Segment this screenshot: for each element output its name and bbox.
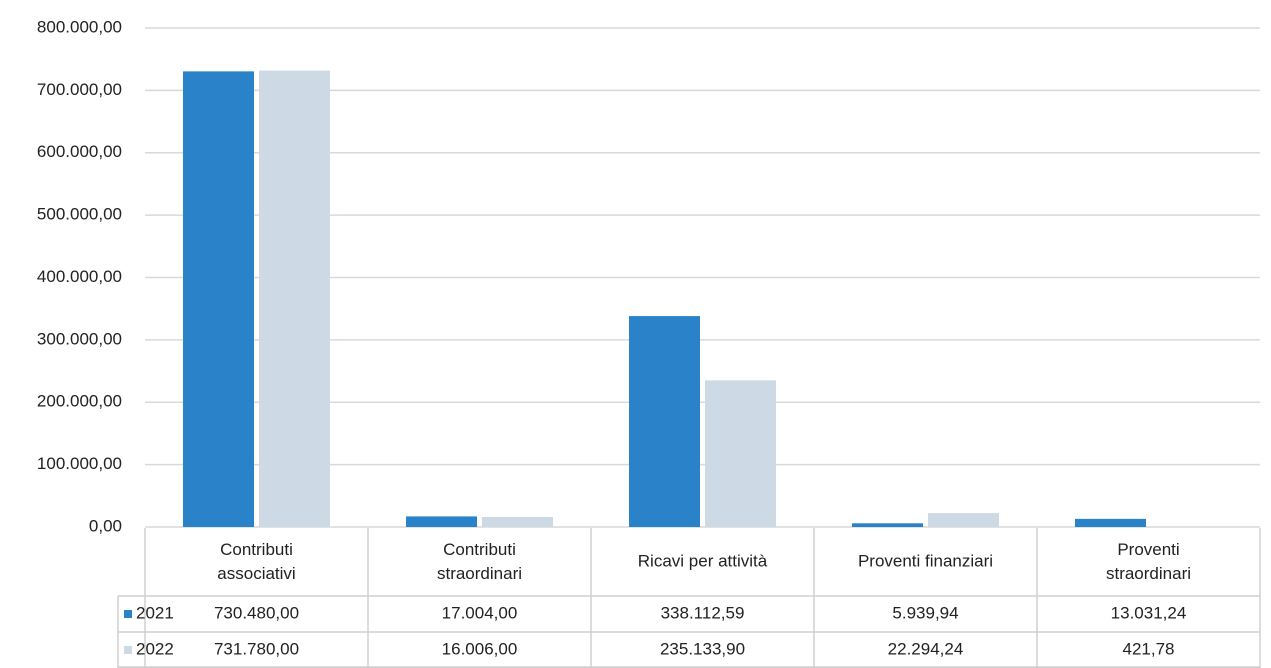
bar: [928, 513, 999, 527]
label-line: straordinari: [437, 564, 522, 583]
bar: [482, 517, 553, 527]
table-value: 730.480,00: [214, 603, 299, 622]
label-line: associativi: [217, 564, 295, 583]
bar: [629, 316, 700, 527]
y-tick-label: 400.000,00: [37, 267, 122, 286]
table-value: 13.031,24: [1111, 603, 1187, 622]
x-tick-label: Contributi straordinari: [437, 540, 522, 583]
bar: [1075, 518, 1146, 527]
table-value: 421,78: [1123, 639, 1175, 658]
bar: [259, 70, 330, 528]
table-value: 17.004,00: [442, 603, 518, 622]
label-line: Contributi: [443, 540, 516, 559]
y-tick-label: 0,00: [89, 516, 122, 535]
y-tick-label: 600.000,00: [37, 142, 122, 161]
table-value: 5.939,94: [892, 603, 958, 622]
y-tick-label: 800.000,00: [37, 17, 122, 36]
table-value: 22.294,24: [888, 639, 964, 658]
table-value: 731.780,00: [214, 639, 299, 658]
x-tick-label: Contributi associativi: [217, 540, 295, 583]
y-tick-label: 100.000,00: [37, 454, 122, 473]
y-tick-label: 200.000,00: [37, 392, 122, 411]
legend-label: 2021: [136, 603, 174, 622]
label-line: Proventi: [1117, 540, 1179, 559]
legend-key: [124, 646, 132, 654]
x-tick-label: Ricavi per attività: [638, 551, 768, 570]
legend-label: 2022: [136, 639, 174, 658]
y-tick-label: 500.000,00: [37, 205, 122, 224]
bar: [406, 516, 477, 527]
y-tick-label: 700.000,00: [37, 80, 122, 99]
table-value: 235.133,90: [660, 639, 745, 658]
table-value: 338.112,59: [661, 603, 745, 622]
legend-key: [124, 610, 132, 618]
bar: [705, 380, 776, 527]
y-tick-label: 300.000,00: [37, 329, 122, 348]
label-line: straordinari: [1106, 564, 1191, 583]
x-tick-label: Proventi straordinari: [1106, 540, 1191, 583]
bar: [183, 71, 254, 527]
table-value: 16.006,00: [442, 639, 518, 658]
bar: [852, 523, 923, 527]
label-line: Contributi: [220, 540, 293, 559]
x-tick-label: Proventi finanziari: [858, 551, 993, 570]
